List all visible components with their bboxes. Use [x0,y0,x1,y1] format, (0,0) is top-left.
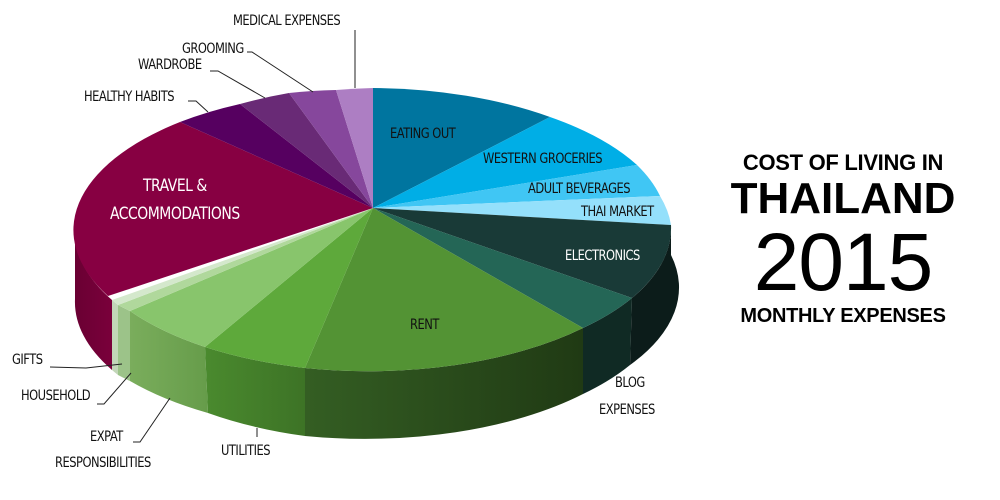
title-country: THAILAND [730,174,956,223]
label-travel-line1: TRAVEL & [143,176,207,196]
label-adult-beverages: ADULT BEVERAGES [528,181,631,197]
slice-eating-out[interactable] [373,88,550,208]
slice-household[interactable] [118,208,373,311]
title-subtitle: MONTHLY EXPENSES [740,305,946,327]
label-thai-market: THAI MARKET [581,204,654,220]
label-electronics: ELECTRONICS [565,248,640,264]
slice-side-rent [305,328,583,439]
label-blog-line1: BLOG [615,375,645,391]
label-wardrobe: WARDROBE [138,57,202,73]
label-eating-out: EATING OUT [390,126,456,142]
label-medical-expenses: MEDICAL EXPENSES [233,13,341,29]
slice-side-utilities [205,347,305,436]
leader-grooming [247,51,314,93]
slice-wardrobe[interactable] [240,93,373,208]
slice-side-electronics [630,229,680,365]
slice-side-gifts [112,300,118,375]
slice-thai-market[interactable] [373,196,671,225]
title-year: 2015 [753,217,933,308]
label-expat-line2: RESPONSIBILITIES [55,455,151,471]
label-utilities: UTILITIES [221,443,271,459]
label-expat-line1: EXPAT [90,429,123,445]
leader-healthy [188,100,209,113]
label-rent: RENT [410,317,439,333]
slice-western-groceries[interactable] [373,117,637,208]
label-gifts: GIFTS [12,352,43,368]
slice-rent[interactable] [305,208,583,372]
label-travel-line2: ACCOMMODATIONS [110,204,240,224]
slice-side-expat [130,311,208,413]
pie-sides [74,229,680,439]
title-block: COST OF LIVING IN THAILAND 2015 MONTHLY … [718,150,968,328]
slice-gifts[interactable] [112,208,373,305]
leader-expat [133,397,171,443]
label-western-groceries: WESTERN GROCERIES [483,151,603,167]
title-line1: COST OF LIVING IN [742,150,944,175]
label-blog-line2: EXPENSES [599,402,655,418]
slice-healthy-habits[interactable] [180,104,373,208]
pie-top [73,88,672,372]
label-grooming: GROOMING [182,41,244,57]
label-household: HOUSEHOLD [21,388,91,404]
label-healthy-habits: HEALTHY HABITS [84,89,175,105]
slice-utilities[interactable] [205,208,373,368]
leader-gifts [49,363,123,369]
slice-travel-accommodations[interactable] [73,122,374,296]
slice-side-household [118,305,130,381]
slice-side-travel [74,229,112,370]
leader-household [97,372,132,405]
leader-wardrobe [210,70,266,99]
slice-adult-beverages[interactable] [373,165,660,208]
leader-lines [49,30,356,443]
slice-side-blog [583,298,632,394]
slice-blog-expenses[interactable] [373,208,632,328]
slice-grooming[interactable] [289,90,373,208]
slice-electronics[interactable] [373,208,672,298]
slice-expat-responsibilities[interactable] [130,208,373,347]
slice-medical-expenses[interactable] [336,88,373,208]
